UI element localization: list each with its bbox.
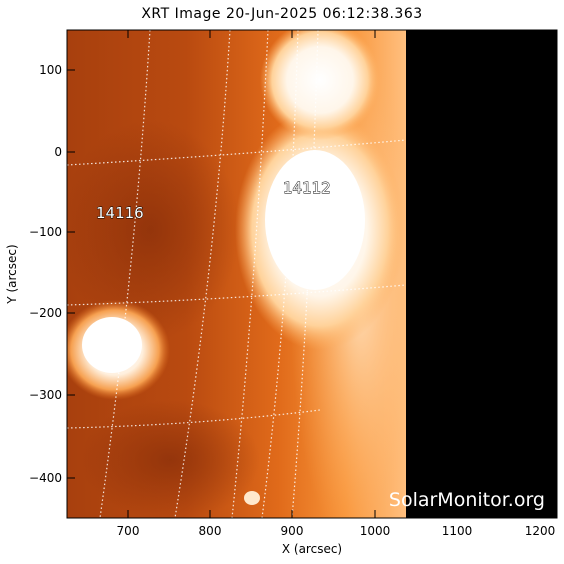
x-tick-label: 800 — [199, 524, 222, 538]
small-bright-point — [244, 491, 260, 505]
longitude-line — [231, 30, 269, 518]
y-axis-ticks — [67, 69, 557, 479]
dark-coronal-patch-lower — [80, 400, 260, 518]
latitude-line — [67, 139, 407, 166]
active-region-upper-right — [260, 30, 380, 140]
image-title: XRT Image 20-Jun-2025 06:12:38.363 — [141, 6, 423, 22]
x-tick-label: 1100 — [442, 524, 473, 538]
y-tick-label: −300 — [29, 388, 62, 402]
dark-coronal-patch — [67, 120, 240, 340]
x-tick-label: 900 — [281, 524, 304, 538]
x-tick-label: 1000 — [360, 524, 391, 538]
x-axis-label: X (arcsec) — [282, 542, 342, 556]
y-axis-label: Y (arcsec) — [5, 244, 19, 304]
y-tick-label: −100 — [29, 225, 62, 239]
plot-frame — [66, 29, 558, 519]
y-tick-label: −200 — [29, 306, 62, 320]
watermark: SolarMonitor.org — [389, 489, 545, 511]
y-tick-label: −400 — [29, 471, 62, 485]
active-region-core-right — [265, 150, 365, 290]
longitude-line — [291, 30, 319, 518]
y-tick-label: 0 — [54, 145, 62, 159]
latitude-line — [67, 409, 321, 429]
longitude-line — [261, 30, 299, 518]
y-tick-label: 100 — [39, 63, 62, 77]
region-label-14116: 14116 — [96, 204, 144, 222]
off-disk-sky — [406, 30, 557, 518]
x-tick-label: 700 — [117, 524, 140, 538]
x-tick-label: 1200 — [525, 524, 556, 538]
active-region-core-left — [82, 317, 142, 373]
heliographic-grid — [67, 30, 407, 518]
x-axis-ticks — [127, 30, 541, 518]
region-label-14112: 14112 — [283, 179, 331, 197]
